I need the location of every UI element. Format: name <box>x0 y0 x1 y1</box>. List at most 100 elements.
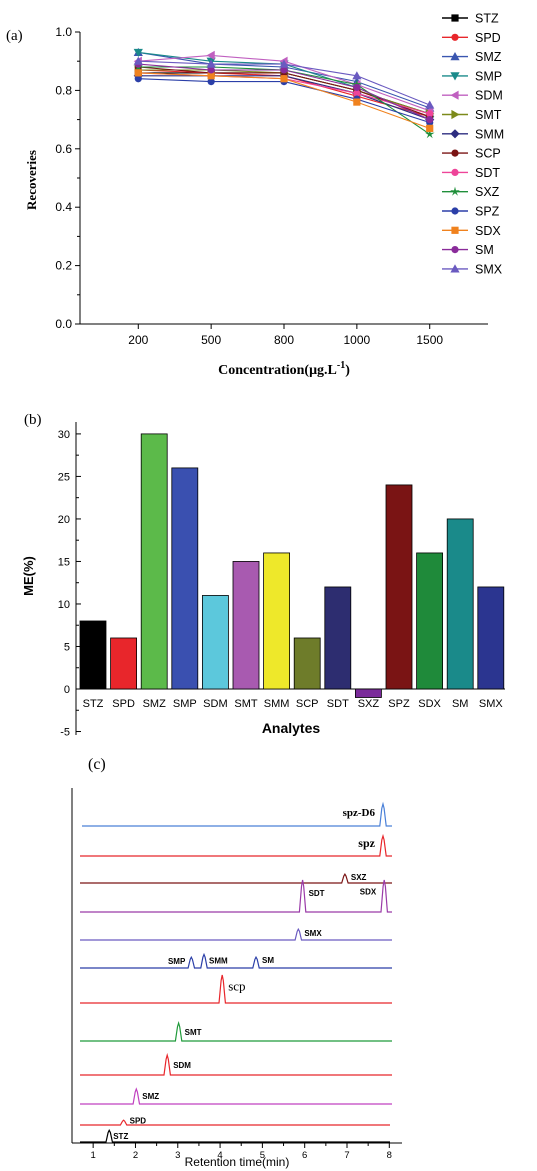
panel-a-legend-marker <box>451 246 459 254</box>
panel-c-x-tick-label: 1 <box>91 1150 96 1161</box>
panel-b-x-tick-label: SMT <box>234 698 258 710</box>
panel-a-data-point <box>352 71 362 80</box>
panel-a-data-point <box>353 98 361 106</box>
panel-a-data-point <box>134 69 142 77</box>
panel-b-y-tick-label: 30 <box>58 429 70 441</box>
panel-c-chromatograms: (c) spz-D6 spz SXZ SDT SDX SMX SMP SMM SM scp SMT S… <box>71 756 402 1169</box>
panel-c-trace <box>80 1052 392 1076</box>
panel-a-legend-marker <box>450 129 460 139</box>
panel-b-x-tick-label: SPZ <box>388 698 410 710</box>
panel-a-legend-label: SMM <box>475 127 504 141</box>
panel-a-legend-label: SDX <box>475 224 501 238</box>
panel-b-x-tick-label: SXZ <box>358 698 380 710</box>
panel-a-data-point <box>280 66 288 74</box>
panel-c-x-tick-label: 3 <box>175 1150 180 1161</box>
panel-a-x-tick-label: 1500 <box>416 333 443 347</box>
panel-a-legend-label: SDM <box>475 89 503 103</box>
panel-a-x-label-tail: ) <box>345 363 350 378</box>
panel-a-legend-label: STZ <box>475 12 499 26</box>
panel-b-bar <box>171 467 199 690</box>
panel-c-peak-label: SPD <box>130 1116 147 1125</box>
panel-b-bar <box>416 552 444 690</box>
panel-c-x-tick-label: 8 <box>387 1150 392 1161</box>
panel-a-data-point <box>353 89 361 97</box>
panel-c-label: (c) <box>88 756 106 773</box>
panel-a-label: (a) <box>6 28 23 44</box>
panel-b-bar <box>354 688 382 698</box>
panel-a-x-ticks: 200 500 800 1000 1500 <box>128 324 443 347</box>
panel-c-x-tick-label: 4 <box>217 1150 222 1161</box>
panel-a-legend-marker <box>450 72 460 81</box>
panel-a-data-point <box>424 129 435 139</box>
panel-c-peak-label: SMP <box>168 957 186 966</box>
panel-a-data-point <box>134 75 142 83</box>
panel-b-x-tick-label: SMP <box>173 698 197 710</box>
panel-a-y-tick-label: 0.6 <box>55 142 72 156</box>
panel-a-data-point <box>353 83 361 92</box>
panel-c-trace <box>80 873 392 884</box>
panel-c-peak-label: SXZ <box>351 873 367 882</box>
panel-a-legend-marker <box>451 226 459 234</box>
panel-c-traces: spz-D6 spz SXZ SDT SDX SMX SMP SMM SM scp SMT SDM SM… <box>80 801 392 1143</box>
panel-b-bar <box>293 637 321 690</box>
panel-a-legend-label: SCP <box>475 147 501 161</box>
panel-c-trace <box>80 927 392 941</box>
panel-b-x-tick-label: SMX <box>479 698 504 710</box>
panel-c-peak-label: spz <box>358 836 375 850</box>
panel-a-legend-label: SMP <box>475 69 502 83</box>
panel-a-data-point <box>426 110 434 118</box>
panel-a-data-point <box>206 59 216 68</box>
panel-a-data-point <box>207 66 215 74</box>
panel-b-y-ticks: -5 0 5 10 15 20 25 30 <box>58 429 81 739</box>
panel-b-bar <box>201 595 229 690</box>
panel-b-y-tick-label: 15 <box>58 556 70 568</box>
panel-b-bar <box>324 586 352 690</box>
panel-b-bar <box>263 552 291 690</box>
panel-c-trace <box>80 833 392 857</box>
panel-c-trace <box>80 952 392 969</box>
panel-a-y-tick-label: 0.2 <box>55 259 72 273</box>
panel-b-bar <box>477 586 505 690</box>
panel-a-legend-marker <box>451 149 459 157</box>
panel-a-data-point <box>426 124 434 132</box>
panel-c-x-ticks: 1 2 3 4 5 6 7 8 <box>91 1143 392 1161</box>
panel-a-y-tick-label: 0.0 <box>55 317 72 331</box>
panel-a-legend-label: SPZ <box>475 205 500 219</box>
panel-b-bar <box>140 433 168 690</box>
panel-c-x-label: Retention time(min) <box>185 1155 290 1169</box>
panel-c-peak-label: SMX <box>304 929 322 938</box>
panel-a-legend-marker <box>451 109 460 120</box>
panel-b-y-label: ME(%) <box>21 556 36 596</box>
panel-c-peak-label: STZ <box>113 1132 128 1141</box>
panel-a-x-tick-label: 1000 <box>344 333 371 347</box>
panel-a-y-ticks: 0.0 0.2 0.4 0.6 0.8 1.0 <box>55 25 80 331</box>
panel-a-y-tick-label: 0.4 <box>55 200 72 214</box>
panel-a-legend-marker <box>450 186 460 196</box>
panel-c-peak-label: scp <box>228 978 245 993</box>
panel-b-y-tick-label: 10 <box>58 599 70 611</box>
panel-a-legend-marker <box>451 207 459 215</box>
panel-a-x-label: Concentration(μg.L-1) <box>218 360 350 378</box>
panel-a-legend-marker <box>451 14 459 22</box>
panel-c-peak-label: spz-D6 <box>343 807 376 819</box>
panel-b-y-tick-label: -5 <box>60 727 70 739</box>
panel-c-trace <box>80 1119 390 1126</box>
panel-a-data-point <box>280 75 288 83</box>
panel-b-x-tick-label: SMZ <box>143 698 167 710</box>
panel-a-legend-marker <box>451 33 459 41</box>
panel-c-x-tick-label: 5 <box>260 1150 265 1161</box>
panel-b-x-tick-label: SM <box>452 698 469 710</box>
panel-c-trace <box>80 1087 392 1105</box>
panel-a-data-point <box>207 78 215 86</box>
panel-b-bars <box>79 433 505 698</box>
panel-b-x-tick-label: SDT <box>327 698 349 710</box>
panel-b-label: (b) <box>24 412 42 428</box>
panel-a-data-point <box>133 56 143 65</box>
panel-c-x-tick-label: 2 <box>133 1150 138 1161</box>
panel-b-x-tick-label: SDM <box>203 698 227 710</box>
panel-b-x-tick-label: STZ <box>83 698 104 710</box>
panel-a-y-label: Recoveries <box>24 150 39 210</box>
panel-c-trace <box>80 879 392 913</box>
panel-a-data-point <box>426 116 434 124</box>
